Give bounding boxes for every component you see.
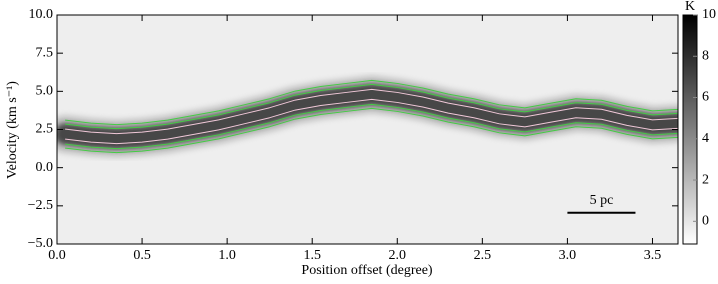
y-tick-label: 10.0 — [29, 7, 54, 22]
colorbar-label: K — [685, 0, 695, 14]
contour — [65, 107, 678, 154]
y-axis-title: Velocity (km s⁻¹) — [5, 81, 20, 179]
colorbar-tick-label: 8 — [702, 48, 709, 63]
x-axis-title: Position offset (degree) — [301, 263, 432, 278]
plot-area — [57, 75, 678, 158]
y-tick-label: 5.0 — [36, 84, 54, 99]
colorbar-tick-label: 0 — [702, 214, 709, 229]
colorbar-tick-label: 4 — [702, 131, 709, 146]
y-tick-label: 7.5 — [36, 45, 54, 60]
y-tick-label: −2.5 — [28, 198, 53, 213]
x-tick-label: 1.0 — [218, 248, 236, 263]
y-tick-label: −5.0 — [28, 236, 53, 251]
x-tick-label: 0.0 — [48, 248, 66, 263]
x-tick-label: 2.0 — [389, 248, 407, 263]
y-tick-label: 0.0 — [36, 160, 54, 175]
contour — [65, 103, 678, 150]
contour — [65, 83, 678, 130]
y-tick-label: 2.5 — [36, 122, 54, 137]
x-tick-label: 0.5 — [133, 248, 151, 263]
colorbar-tick-label: 6 — [702, 90, 709, 105]
colorbar-tick-label: 10 — [702, 7, 716, 22]
colorbar — [682, 14, 698, 245]
x-tick-label: 1.5 — [303, 248, 321, 263]
contour — [65, 79, 678, 126]
contour-inner — [65, 88, 678, 135]
emission-ridge — [57, 83, 678, 150]
x-tick-label: 2.5 — [474, 248, 492, 263]
contour-inner — [65, 98, 678, 145]
scale-bar-label: 5 pc — [590, 193, 614, 208]
colorbar-tick-label: 2 — [702, 172, 709, 187]
x-tick-label: 3.5 — [644, 248, 662, 263]
x-tick-label: 3.0 — [559, 248, 577, 263]
